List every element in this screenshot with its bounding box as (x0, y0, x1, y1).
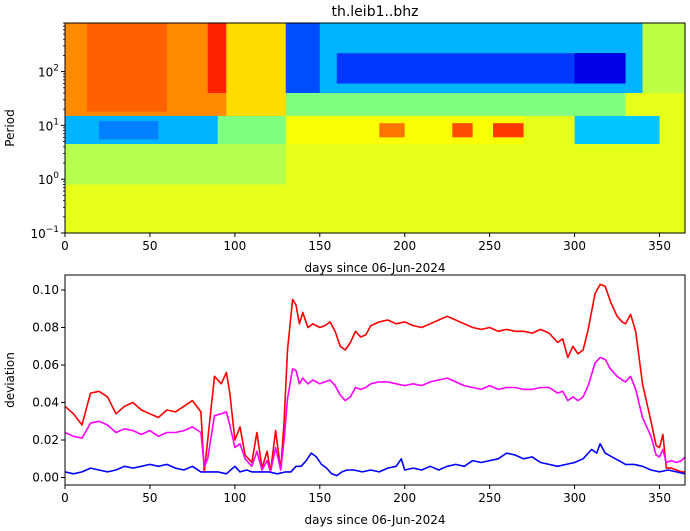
y-tick-label: 101 (38, 117, 59, 133)
heatmap-cell (452, 123, 473, 138)
x-tick-label: 100 (223, 491, 246, 505)
x-tick-label: 300 (563, 491, 586, 505)
heatmap-cell (493, 123, 524, 138)
x-tick-label: 250 (478, 491, 501, 505)
x-tick-label: 100 (223, 239, 246, 253)
heatmap-cell (217, 115, 286, 145)
x-tick-label: 0 (61, 491, 69, 505)
x-tick-label: 50 (142, 491, 157, 505)
y-tick-label: 0.00 (32, 471, 59, 485)
heatmap-cell (226, 23, 286, 116)
x-tick-label: 200 (393, 239, 416, 253)
heatmap-x-axis-label: days since 06-Jun-2024 (304, 261, 445, 275)
x-tick-label: 300 (563, 239, 586, 253)
x-tick-label: 350 (648, 239, 671, 253)
heatmap-cell (574, 53, 626, 84)
chart-title: th.leib1..bhz (331, 4, 418, 20)
y-tick-label: 0.02 (32, 433, 59, 447)
heatmap-x-ticks: 0 50 100 150 200 250 300 350 (61, 233, 671, 253)
heatmap-cell (285, 93, 626, 116)
heatmap-panel: 0 50 100 150 200 250 300 350 10−1 100 101 102 days… (3, 22, 686, 275)
series-line-1 (64, 283, 685, 473)
series-line-2 (64, 356, 686, 473)
heatmap-cell (65, 144, 286, 185)
y-tick-label: 0.04 (32, 396, 59, 410)
x-tick-label: 0 (61, 239, 69, 253)
heatmap-cell (98, 121, 159, 140)
y-tick-label: 0.08 (32, 321, 59, 335)
y-tick-label: 0.06 (32, 358, 59, 372)
y-tick-label: 102 (38, 64, 59, 80)
y-tick-label: 0.10 (32, 283, 59, 297)
series-line-3 (64, 443, 686, 477)
heatmap-cells (65, 23, 685, 233)
heatmap-y-ticks: 10−1 100 101 102 (30, 22, 65, 241)
heatmap-cell (574, 115, 660, 145)
x-tick-label: 50 (142, 239, 157, 253)
line-y-axis-label: deviation (3, 352, 17, 408)
line-series (64, 283, 686, 477)
x-tick-label: 150 (308, 491, 331, 505)
x-tick-label: 250 (478, 239, 501, 253)
y-tick-label: 100 (38, 171, 59, 187)
heatmap-y-axis-label: Period (3, 109, 17, 146)
line-x-ticks: 0 50 100 150 200 250 300 350 (61, 485, 671, 505)
heatmap-cell (379, 123, 405, 138)
y-tick-label: 10−1 (30, 225, 59, 241)
x-tick-label: 350 (648, 491, 671, 505)
heatmap-cell (87, 23, 167, 112)
line-frame (64, 274, 686, 486)
line-panel: 0 50 100 150 200 250 300 350 0.000.020.040.060.… (3, 274, 686, 527)
x-tick-label: 200 (393, 491, 416, 505)
line-x-axis-label: days since 06-Jun-2024 (304, 513, 445, 527)
heatmap-cell (207, 23, 227, 93)
heatmap-cell (285, 23, 320, 93)
line-y-ticks: 0.00 0.02 0.04 0.06 0.08 0.10 (32, 283, 65, 485)
heatmap-cell (642, 23, 685, 93)
x-tick-label: 150 (308, 239, 331, 253)
